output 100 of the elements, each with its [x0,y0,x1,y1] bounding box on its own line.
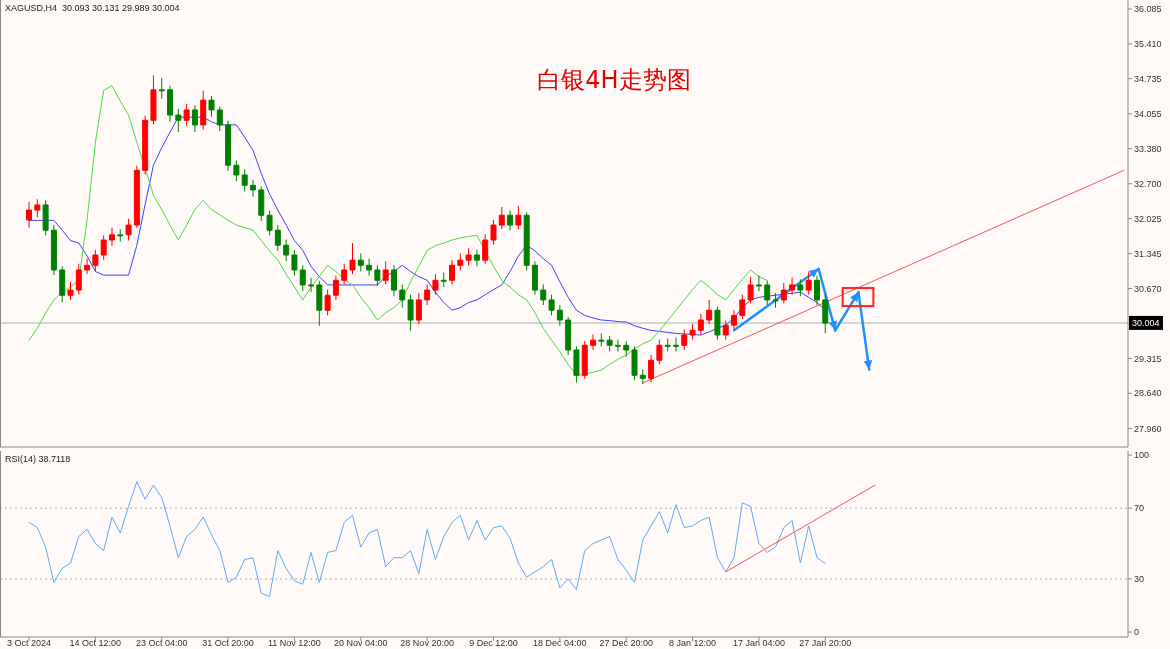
candlestick [291,249,298,277]
candlestick [797,278,804,297]
y-tick-label: 100 [1134,450,1150,461]
candlestick [681,328,688,351]
candlestick [706,299,713,325]
candlestick [390,264,397,297]
candlestick [50,224,57,276]
candlestick [457,252,464,271]
candlestick [266,210,273,236]
candlestick [747,276,754,305]
candlestick [780,282,787,305]
candlestick [208,95,215,118]
y-tick-label: 33.380 [1134,143,1162,154]
x-tick-label: 23 Oct 04:00 [135,638,188,648]
candlestick [183,103,190,127]
x-tick-label: 18 Dec 04:00 [533,638,587,648]
candlestick [241,168,248,192]
ref-line-label: 30.004 [1132,318,1160,329]
candlestick [357,252,364,272]
candlestick [407,294,414,332]
candlestick [664,338,671,353]
y-tick-label: 32.700 [1134,178,1162,189]
candlestick [540,283,547,306]
candlestick [299,264,306,292]
y-tick-label: 70 [1134,503,1145,514]
x-tick-label: 20 Nov 04:00 [334,638,388,648]
candlestick [133,165,140,229]
candlestick [531,260,538,296]
line-series [28,481,826,598]
candlestick [42,199,49,236]
candlestick [565,316,572,356]
x-tick-label: 11 Nov 12:00 [268,638,321,648]
candlestick [142,115,149,175]
candlestick [631,345,638,381]
candlestick [697,313,704,335]
candlestick [465,247,472,266]
candlestick [67,281,74,301]
candlestick [813,275,820,306]
text: 白银4H走势图 [537,66,691,94]
y-tick-label: 31.345 [1134,248,1162,259]
candlestick [332,275,339,301]
x-tick-label: 9 Dec 12:00 [469,638,518,648]
candlestick [822,294,829,334]
x-tick-label: 28 Nov 20:00 [400,638,454,648]
candlestick [606,335,613,353]
candlestick [598,332,605,347]
candlestick [316,280,323,327]
candlestick [440,272,447,288]
candlestick [507,210,514,231]
y-tick-label: 32.025 [1134,213,1162,224]
candlestick [26,201,33,229]
annotation: RSI(14) 38.7118 [5,454,71,464]
candlestick [249,179,256,198]
y-tick-label: 35.410 [1134,39,1162,50]
candlestick [482,233,489,265]
candlestick [614,339,621,353]
candlestick [722,320,729,341]
candlestick [515,205,522,230]
x-tick-label: 31 Oct 20:00 [202,638,254,648]
candlestick [175,108,182,133]
candlestick [789,277,796,296]
y-tick-label: 34.735 [1134,73,1162,84]
candlestick [739,294,746,320]
candlestick [75,263,82,296]
y-tick-label: 27.960 [1134,423,1162,434]
candlestick [366,258,373,277]
candlestick [258,185,265,222]
candlestick [84,258,91,275]
candlestick [772,292,779,309]
candlestick [672,337,679,353]
y-tick-label: 28.640 [1134,388,1162,399]
x-tick-label: 8 Jan 12:00 [669,638,717,648]
candlestick [805,271,812,296]
candlestick [283,239,290,262]
candlestick [150,74,157,125]
candlestick [191,104,198,133]
candlestick [714,306,721,341]
candlestick [573,345,580,383]
x-tick-label: 27 Dec 20:00 [599,638,653,648]
candlestick [92,249,99,272]
candlestick [548,294,555,316]
y-tick-label: 0 [1134,627,1140,638]
y-tick-label: 30.670 [1134,283,1162,294]
candlestick [689,323,696,341]
candlestick [216,105,223,132]
candlestick [274,224,281,252]
candlestick [158,77,165,100]
candlestick [59,265,66,303]
candlestick [424,283,431,306]
candlestick [581,340,588,380]
x-tick-label: 27 Jan 20:00 [799,638,852,648]
candlestick [324,289,331,316]
candlestick [225,120,232,172]
candlestick [117,228,124,243]
candlestick [498,206,505,230]
annotation: XAGUSD,H4 30.093 30.131 29.989 30.004 [5,3,180,13]
candlestick [125,218,132,242]
candlestick [656,339,663,365]
y-tick-label: 29.315 [1134,353,1162,364]
x-tick-label: 14 Oct 12:00 [69,638,122,648]
